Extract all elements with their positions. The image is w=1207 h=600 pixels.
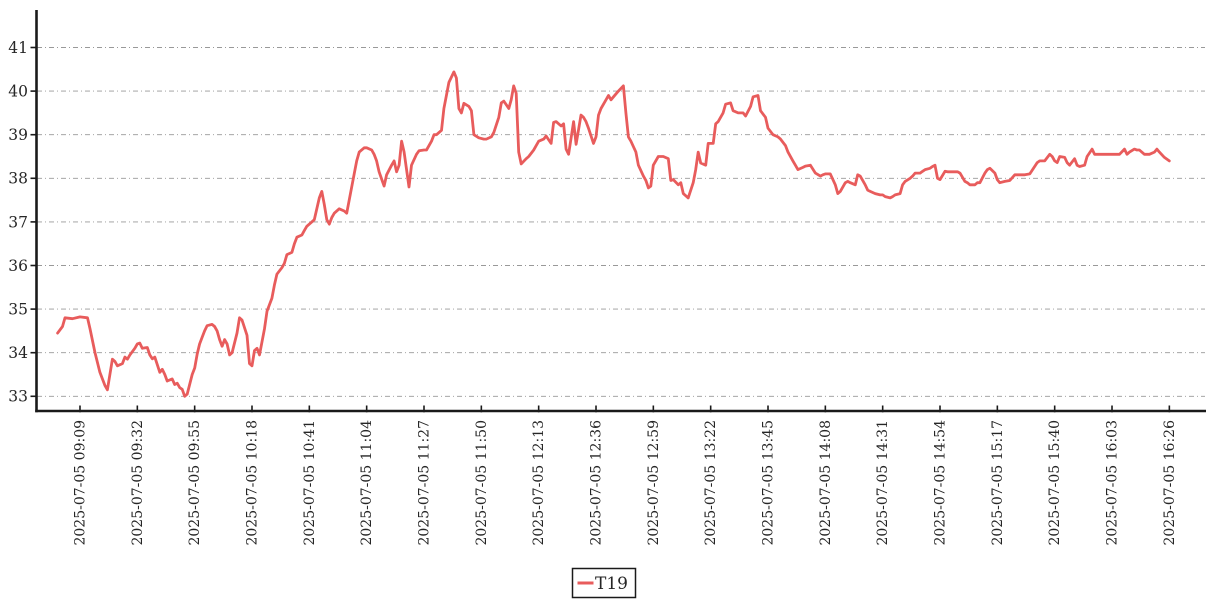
x-tick-label: 2025-07-05 12:13	[531, 420, 547, 546]
x-tick-label: 2025-07-05 16:03	[1104, 420, 1120, 546]
legend: T19	[571, 567, 637, 599]
series-group	[56, 70, 1171, 398]
x-ticks	[79, 405, 1171, 413]
legend-label: T19	[595, 574, 628, 594]
y-tick-label: 33	[8, 388, 28, 406]
y-tick-label: 38	[8, 170, 28, 188]
y-tick-label: 41	[8, 39, 28, 57]
x-tick-label: 2025-07-05 14:31	[875, 420, 891, 546]
x-tick-label: 2025-07-05 11:50	[474, 420, 490, 546]
x-tick-label: 2025-07-05 14:54	[932, 420, 948, 546]
x-tick-label: 2025-07-05 13:45	[760, 420, 776, 546]
gridlines	[37, 47, 1205, 397]
x-tick-label: 2025-07-05 12:59	[646, 420, 662, 546]
x-tick-label: 2025-07-05 09:09	[72, 420, 88, 546]
x-tick-label: 2025-07-05 09:32	[130, 420, 146, 546]
x-tick-label: 2025-07-05 14:08	[818, 420, 834, 546]
x-tick-labels: 2025-07-05 09:09 2025-07-05 09:32 2025-07-…	[72, 420, 1177, 546]
x-tick-label: 2025-07-05 15:40	[1047, 420, 1063, 546]
x-tick-label: 2025-07-05 15:17	[990, 420, 1006, 546]
y-tick-label: 40	[8, 83, 28, 101]
y-tick-label: 39	[8, 126, 28, 144]
y-ticks	[30, 46, 38, 398]
y-tick-label: 36	[8, 257, 28, 275]
x-tick-label: 2025-07-05 10:18	[244, 420, 260, 546]
series-line-T19	[56, 70, 1171, 398]
y-tick-label: 35	[8, 301, 28, 319]
x-tick-label: 2025-07-05 12:36	[588, 420, 604, 546]
y-tick-label: 37	[8, 213, 28, 231]
x-tick-label: 2025-07-05 10:41	[302, 420, 318, 546]
y-tick-labels: 33 34 35 36 37 38 39 40 41	[8, 39, 28, 406]
x-tick-label: 2025-07-05 13:22	[703, 420, 719, 546]
x-tick-label: 2025-07-05 11:04	[359, 420, 375, 546]
x-tick-label: 2025-07-05 11:27	[416, 420, 432, 546]
x-tick-label: 2025-07-05 09:55	[187, 420, 203, 546]
x-tick-label: 2025-07-05 16:26	[1162, 420, 1178, 546]
y-tick-label: 34	[8, 344, 28, 362]
axes	[35, 10, 1206, 413]
